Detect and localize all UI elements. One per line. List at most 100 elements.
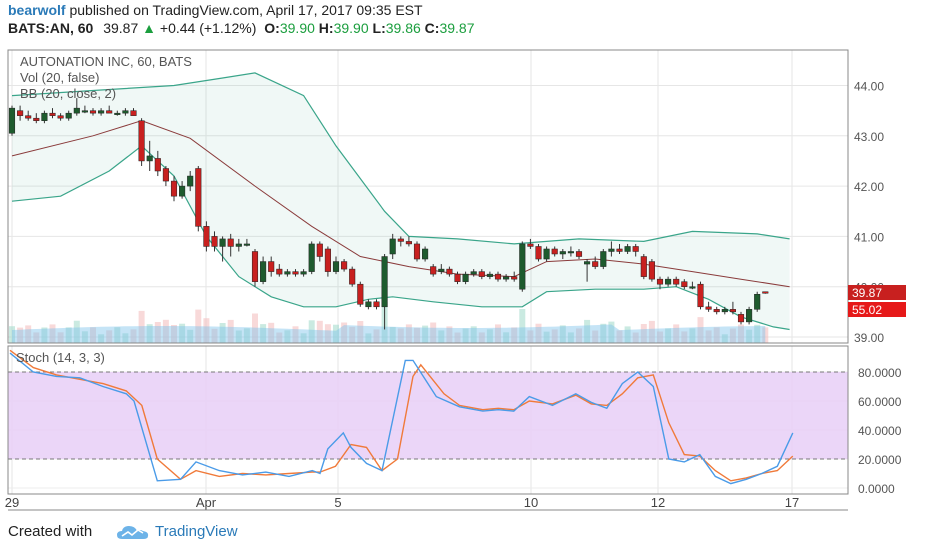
candle-body — [130, 110, 137, 116]
price-tag-bg — [848, 285, 906, 300]
candle-body — [454, 273, 461, 282]
footer-brand[interactable]: TradingView — [155, 523, 238, 540]
candle-body — [292, 271, 299, 275]
candle-body — [341, 261, 348, 270]
candle-body — [98, 110, 105, 114]
high-value: 39.90 — [333, 20, 369, 36]
stoch-tick-label: 80.0000 — [858, 366, 902, 380]
candle-body — [422, 248, 429, 260]
candle-body — [713, 309, 720, 313]
candle-body — [179, 185, 186, 197]
volume-bar — [179, 323, 186, 343]
volume-bar — [470, 326, 477, 343]
low-label: L: — [372, 20, 386, 36]
candle-body — [535, 246, 542, 260]
volume-bar — [729, 328, 736, 343]
volume-bar — [324, 324, 331, 343]
candle-body — [284, 271, 291, 275]
candle-body — [81, 110, 88, 113]
candle-body — [648, 261, 655, 280]
volume-bar — [235, 330, 242, 343]
volume-bar — [25, 325, 32, 343]
volume-bar — [657, 331, 663, 343]
candle-body — [397, 238, 404, 242]
volume-bar — [486, 329, 493, 343]
open-value: 39.90 — [279, 20, 315, 36]
volume-bar — [527, 330, 534, 343]
candle-body — [681, 281, 688, 287]
candle-body — [251, 251, 259, 282]
candle-body — [721, 309, 728, 313]
candle-body — [122, 110, 129, 114]
candle-body — [754, 293, 761, 310]
candle-body — [154, 158, 161, 172]
volume-bar — [705, 330, 712, 343]
volume-bar — [17, 327, 24, 343]
volume-bar — [673, 324, 680, 343]
volume-bar — [292, 326, 299, 343]
candle-body — [106, 110, 113, 114]
volume-bar — [349, 326, 356, 343]
volume-bar — [721, 334, 728, 343]
candle-body — [527, 243, 534, 247]
volume-bar — [648, 320, 655, 343]
volume-bar — [357, 321, 364, 343]
volume-bar — [33, 332, 40, 343]
candle-body — [559, 251, 566, 255]
candle-body — [705, 306, 712, 310]
volume-bar — [316, 320, 323, 343]
candle-body — [57, 115, 64, 119]
volume-ma-area — [12, 324, 766, 343]
volume-bar — [90, 327, 96, 343]
volume-bar — [689, 328, 696, 343]
vol-tag-bg — [848, 302, 906, 317]
volume-bar — [454, 332, 461, 343]
volume-bar — [98, 334, 105, 343]
candle-body — [65, 112, 72, 119]
candle-body — [365, 301, 372, 308]
volume-bar — [551, 329, 558, 343]
volume-bar — [405, 324, 412, 343]
change: +0.44 (+1.12%) — [159, 20, 257, 36]
stoch-tick-label: 20.0000 — [858, 453, 902, 467]
volume-bar — [57, 332, 64, 343]
price-pane-border — [7, 49, 849, 344]
volume-bar — [576, 328, 582, 343]
stoch-band-fill — [8, 372, 848, 459]
candle-body — [511, 276, 518, 280]
up-arrow-icon: ▲ — [142, 20, 156, 36]
candle-body — [243, 243, 250, 246]
author-link[interactable]: bearwolf — [8, 2, 66, 18]
candle-body — [567, 251, 574, 254]
volume-bar — [203, 318, 210, 343]
candle-body — [551, 248, 558, 255]
candle-body — [697, 283, 704, 308]
close-value: 39.87 — [439, 20, 475, 36]
candle-body — [430, 266, 437, 275]
volume-bar — [219, 323, 226, 343]
candle-body — [624, 246, 631, 252]
volume-bar — [243, 328, 250, 343]
volume-bar — [300, 333, 307, 343]
candle-body — [373, 301, 380, 308]
vol-legend: Vol (20, false) — [20, 70, 100, 85]
price-tick-label: 44.00 — [854, 80, 884, 94]
volume-bar — [373, 329, 380, 343]
volume-bar — [268, 322, 275, 343]
candle-body — [640, 256, 647, 277]
candle-body — [413, 243, 421, 260]
candle-body — [17, 110, 24, 116]
ohlc-line: BATS:AN, 60 39.87 ▲ +0.44 (+1.12%) O:39.… — [8, 20, 475, 36]
volume-bar — [713, 327, 720, 343]
volume-bar — [478, 332, 485, 343]
volume-bar — [146, 324, 153, 343]
volume-bar — [632, 332, 639, 343]
volume-bar — [559, 325, 566, 343]
high-label: H: — [318, 20, 334, 36]
volume-bar — [187, 329, 194, 343]
stoch-tick-label: 40.0000 — [858, 424, 902, 438]
candle-body — [227, 238, 234, 247]
volume-bar — [171, 325, 177, 343]
candle-body — [114, 112, 121, 115]
